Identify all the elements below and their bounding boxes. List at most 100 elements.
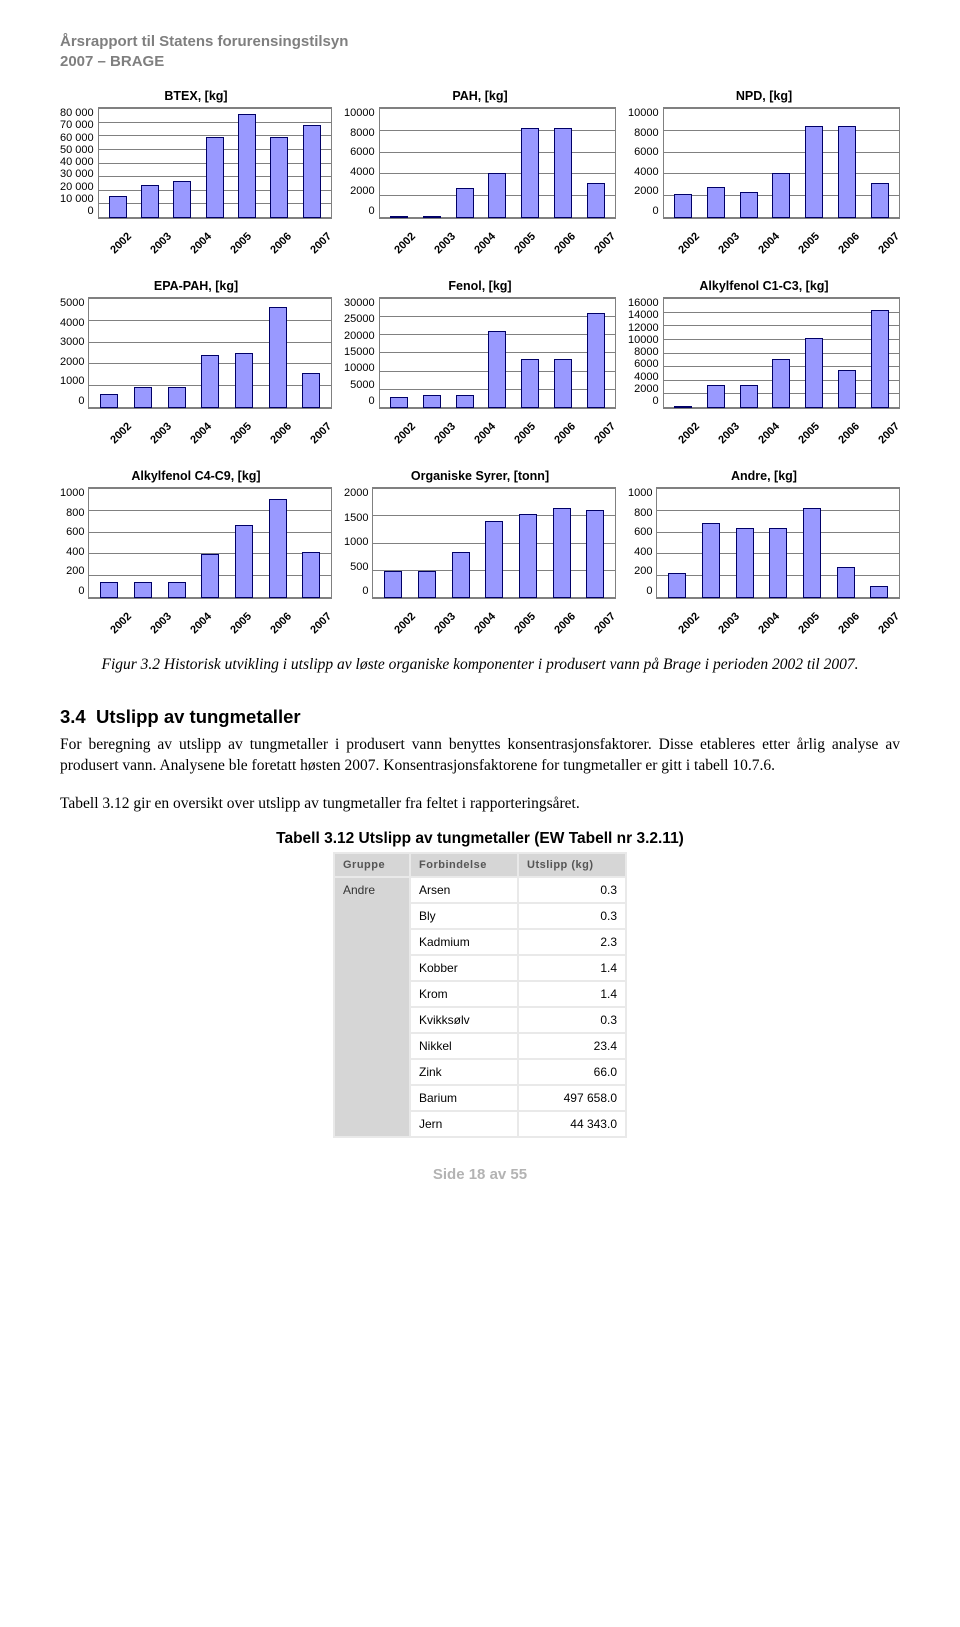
section-title: 3.4 Utslipp av tungmetaller: [60, 706, 900, 728]
chart-bar: [707, 187, 725, 218]
chart-bar: [769, 528, 787, 598]
cell-value: 2.3: [518, 929, 626, 955]
x-axis-ticks: 200220032004200520062007: [344, 223, 616, 235]
chart-title: Alkylfenol C4-C9, [kg]: [60, 469, 332, 483]
x-axis-ticks: 200220032004200520062007: [628, 223, 900, 235]
chart-bar: [674, 194, 692, 218]
th-compound: Forbindelse: [410, 853, 518, 877]
cell-compound: Krom: [410, 981, 518, 1007]
cell-compound: Jern: [410, 1111, 518, 1137]
chart-bar: [173, 181, 191, 218]
cell-value: 23.4: [518, 1033, 626, 1059]
chart-bar: [235, 525, 253, 598]
y-axis-ticks: 1000080006000400020000: [628, 107, 663, 217]
chart-bar: [109, 196, 127, 218]
chart: BTEX, [kg] 80 00070 00060 00050 00040 000…: [60, 89, 332, 261]
chart-bar: [805, 338, 823, 408]
chart-bar: [803, 508, 821, 598]
chart-bar: [668, 573, 686, 598]
chart-bar: [390, 397, 408, 408]
chart: EPA-PAH, [kg] 500040003000200010000 200220…: [60, 279, 332, 451]
chart-title: Organiske Syrer, [tonn]: [344, 469, 616, 483]
chart-bar: [740, 385, 758, 408]
chart-plot: [379, 297, 616, 409]
chart-bar: [736, 528, 754, 598]
th-group: Gruppe: [334, 853, 410, 877]
chart-bar: [488, 331, 506, 408]
y-axis-ticks: 500040003000200010000: [60, 297, 88, 407]
cell-value: 1.4: [518, 981, 626, 1007]
chart-title: Andre, [kg]: [628, 469, 900, 483]
chart-bar: [485, 521, 503, 598]
chart-plot: [372, 487, 616, 599]
paragraph-1: For beregning av utslipp av tungmetaller…: [60, 734, 900, 777]
chart-plot: [88, 297, 332, 409]
chart: PAH, [kg]1000080006000400020000200220032…: [344, 89, 616, 261]
chart-bar: [269, 499, 287, 598]
chart-bar: [554, 128, 572, 218]
chart-bar: [100, 394, 118, 408]
y-axis-ticks: 80 00070 00060 00050 00040 00030 00020 0…: [60, 107, 98, 217]
charts-grid: BTEX, [kg] 80 00070 00060 00050 00040 000…: [60, 89, 900, 641]
chart-bar: [384, 571, 402, 599]
chart-plot: [88, 487, 332, 599]
x-axis-ticks: 200220032004200520062007: [628, 413, 900, 425]
chart-plot: [379, 107, 616, 219]
chart: Organiske Syrer, [tonn]20001500100050002…: [344, 469, 616, 641]
chart-bar: [838, 370, 856, 409]
chart-bar: [587, 313, 605, 408]
y-axis-ticks: 1000080006000400020000: [344, 107, 379, 217]
x-axis-ticks: 200220032004200520062007: [628, 603, 900, 615]
chart: Alkylfenol C4-C9, [kg]100080060040020002…: [60, 469, 332, 641]
chart-bar: [805, 126, 823, 218]
y-axis-ticks: 300002500020000150001000050000: [344, 297, 379, 407]
cell-value: 0.3: [518, 1007, 626, 1033]
chart-title: BTEX, [kg]: [60, 89, 332, 103]
chart-bar: [870, 586, 888, 598]
chart-bar: [201, 554, 219, 598]
chart-bar: [456, 395, 474, 408]
chart-bar: [838, 126, 856, 218]
x-axis-ticks: 200220032004200520062007: [60, 223, 332, 235]
paragraph-2: Tabell 3.12 gir en oversikt over utslipp…: [60, 793, 900, 814]
chart-bar: [519, 514, 537, 598]
x-axis-ticks: 200220032004200520062007: [344, 603, 616, 615]
chart-bar: [871, 183, 889, 218]
chart-bar: [702, 523, 720, 598]
chart: Alkylfenol C1-C3, [kg] 160001400012000100…: [628, 279, 900, 451]
metals-tbody: AndreArsen0.3Bly0.3Kadmium2.3Kobber1.4Kr…: [334, 877, 626, 1137]
cell-group: Andre: [334, 877, 410, 1137]
chart-bar: [238, 114, 256, 219]
chart-bar: [270, 137, 288, 218]
chart-bar: [302, 373, 320, 408]
chart-title: EPA-PAH, [kg]: [60, 279, 332, 293]
chart-bar: [553, 508, 571, 598]
chart-bar: [168, 582, 186, 599]
section-number: 3.4: [60, 706, 86, 727]
cell-compound: Bly: [410, 903, 518, 929]
cell-value: 44 343.0: [518, 1111, 626, 1137]
chart-bar: [303, 125, 321, 219]
cell-value: 0.3: [518, 903, 626, 929]
chart-bar: [134, 582, 152, 599]
table-caption: Tabell 3.12 Utslipp av tungmetaller (EW …: [60, 830, 900, 848]
cell-value: 1.4: [518, 955, 626, 981]
chart: Fenol, [kg] 30000250002000015000100005000…: [344, 279, 616, 451]
chart-bar: [452, 552, 470, 598]
metals-table: Gruppe Forbindelse Utslipp (kg) AndreArs…: [333, 852, 627, 1138]
figure-caption: Figur 3.2 Historisk utvikling i utslipp …: [60, 655, 900, 676]
chart-plot: [98, 107, 332, 219]
chart-title: Fenol, [kg]: [344, 279, 616, 293]
chart-bar: [554, 359, 572, 409]
x-axis-ticks: 200220032004200520062007: [60, 413, 332, 425]
chart-bar: [707, 385, 725, 408]
chart-bar: [586, 510, 604, 598]
chart-bar: [871, 310, 889, 408]
chart-plot: [663, 297, 900, 409]
chart-title: Alkylfenol C1-C3, [kg]: [628, 279, 900, 293]
y-axis-ticks: 1600014000120001000080006000400020000: [628, 297, 663, 407]
table-row: AndreArsen0.3: [334, 877, 626, 903]
x-axis-ticks: 200220032004200520062007: [344, 413, 616, 425]
chart-bar: [423, 216, 441, 218]
chart-bar: [740, 192, 758, 218]
